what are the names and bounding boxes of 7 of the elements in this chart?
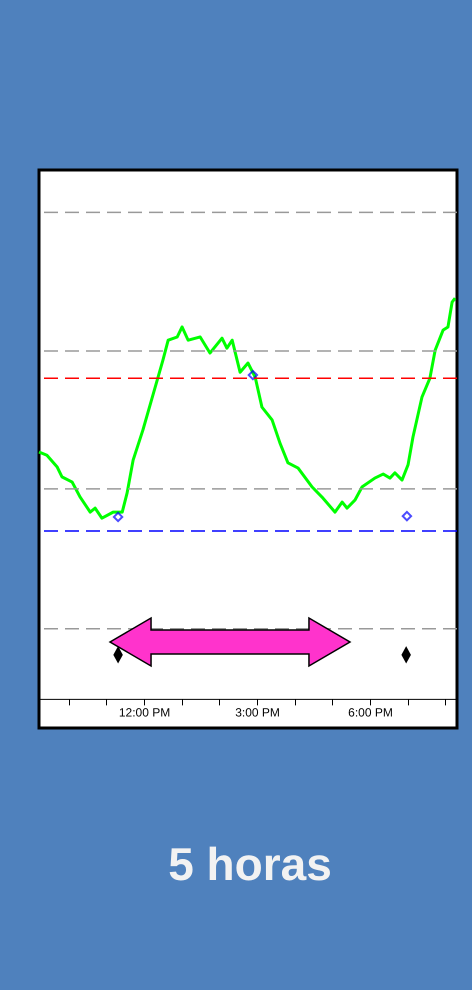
- x-tick-label: 3:00 PM: [235, 705, 280, 720]
- point: [402, 510, 412, 522]
- point: [248, 370, 258, 380]
- text: 5 horas: [168, 838, 332, 890]
- x-tick-label: 12:00 PM: [118, 705, 170, 720]
- point: [112, 512, 124, 522]
- x-tick-label: 6:00 PM: [348, 705, 393, 720]
